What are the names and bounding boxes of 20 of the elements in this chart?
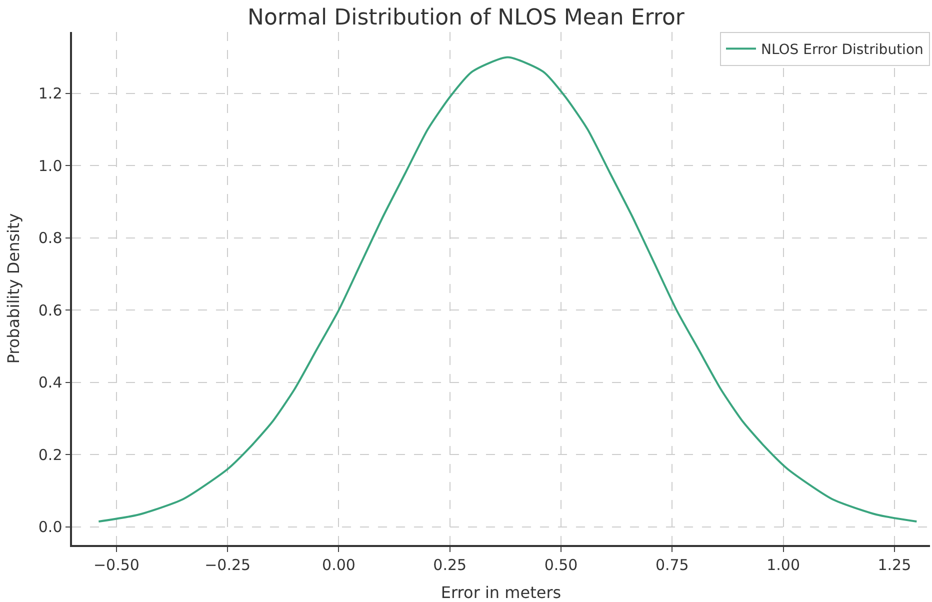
y-tick-label: 0.4 bbox=[38, 374, 62, 392]
y-tick-label: 1.0 bbox=[38, 156, 62, 175]
x-tick-label: −0.50 bbox=[93, 556, 140, 574]
x-tick-label: 0.50 bbox=[544, 556, 578, 574]
legend-label: NLOS Error Distribution bbox=[761, 42, 924, 58]
x-tick-label: 0.75 bbox=[655, 556, 689, 574]
chart-title: Normal Distribution of NLOS Mean Error bbox=[248, 5, 686, 30]
x-tick-label: −0.25 bbox=[204, 556, 251, 574]
y-tick-label: 0.8 bbox=[38, 229, 62, 248]
y-axis-title: Probability Density bbox=[4, 213, 23, 364]
x-axis-title: Error in meters bbox=[440, 583, 562, 602]
y-tick-label: 1.2 bbox=[38, 84, 62, 103]
x-tick-label: 0.25 bbox=[433, 556, 467, 574]
line-series bbox=[98, 56, 918, 523]
x-tick-label: 0.00 bbox=[322, 556, 356, 574]
y-tick-label: 0.2 bbox=[38, 446, 62, 464]
x-tick-label: 1.00 bbox=[766, 556, 800, 574]
y-tick-label: 0.0 bbox=[38, 518, 62, 536]
x-tick-label: 1.25 bbox=[878, 556, 912, 574]
y-tick-label: 0.6 bbox=[38, 301, 62, 320]
